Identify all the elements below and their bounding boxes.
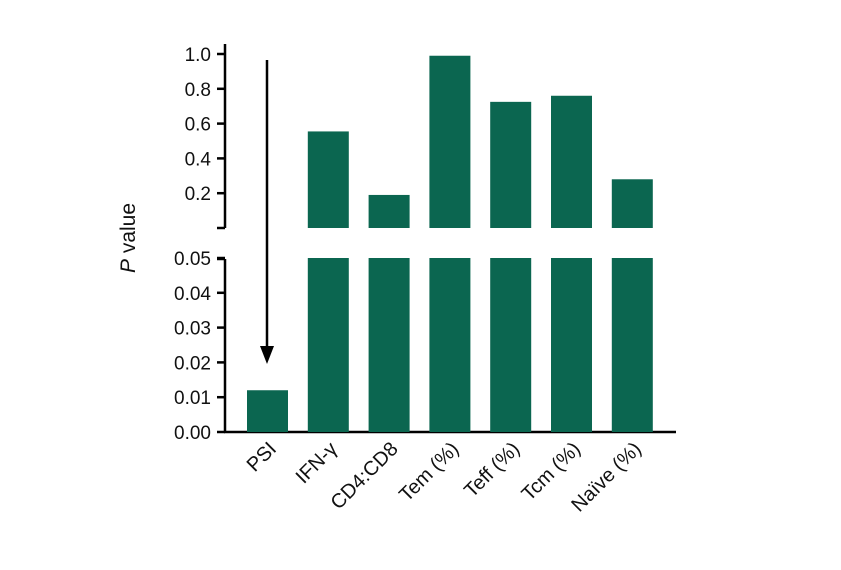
y-axis-label: P value: [117, 203, 140, 273]
bar-lower: [611, 258, 653, 432]
bar-upper: [307, 131, 349, 228]
category-label: Teff (%): [460, 438, 524, 502]
category-label: CD4:CD8: [327, 438, 403, 514]
bar-upper: [611, 179, 653, 228]
category-label: PSI: [243, 438, 281, 476]
bar-upper: [429, 55, 471, 228]
arrow-head: [260, 346, 274, 364]
y-tick-label: 0.01: [174, 388, 211, 409]
bar-lower: [429, 258, 471, 432]
category-label: Tem (%): [395, 438, 463, 506]
y-tick-label: 0.05: [174, 249, 211, 270]
bar-lower: [551, 258, 592, 432]
bar-upper: [490, 101, 532, 228]
annotation: [260, 60, 274, 364]
y-tick-label: 1.0: [185, 45, 211, 66]
bar-lower: [490, 258, 532, 432]
y-tick-label: 0.2: [185, 184, 211, 205]
y-tick-label: 0.00: [174, 423, 211, 444]
category-label: IFN-γ: [292, 438, 342, 488]
bars: [247, 55, 653, 432]
y-tick-label: 0.4: [185, 149, 212, 170]
y-tick-label: 0.02: [174, 353, 211, 374]
bar-lower: [307, 258, 349, 432]
y-tick-label: 0.04: [174, 284, 211, 305]
y-tick-label: 0.8: [185, 80, 211, 101]
y-tick-label: 0.6: [185, 115, 211, 136]
bar-upper: [368, 194, 410, 228]
bar: [247, 390, 288, 432]
bar-lower: [368, 258, 410, 432]
bar-upper: [551, 95, 592, 228]
axes: 0.00 0.01 0.02 0.03 0.04 0.05 0.2 0.4 0.6 0.8 1.0: [174, 44, 676, 444]
y-tick-label: 0.03: [174, 319, 211, 340]
